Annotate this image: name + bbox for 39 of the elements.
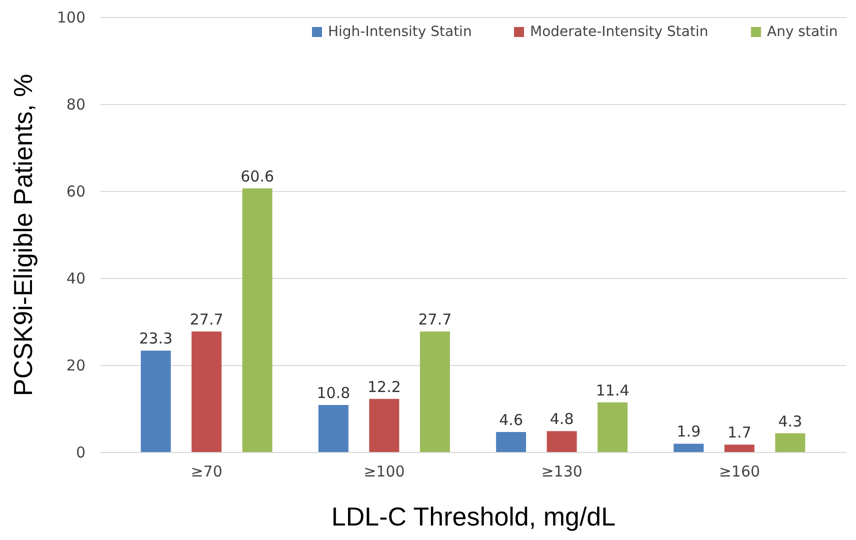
data-label: 4.8 bbox=[550, 410, 574, 428]
bar bbox=[724, 444, 754, 452]
legend-label: Moderate-Intensity Statin bbox=[530, 24, 708, 40]
bar bbox=[496, 432, 526, 452]
y-tick-label: 40 bbox=[66, 270, 86, 288]
bar bbox=[318, 405, 348, 452]
data-label: 23.3 bbox=[139, 330, 173, 348]
data-label: 11.4 bbox=[596, 381, 630, 400]
x-axis-title: LDL-C Threshold, mg/dL bbox=[331, 502, 616, 532]
data-label: 10.8 bbox=[316, 384, 350, 402]
bar bbox=[242, 188, 272, 452]
bar bbox=[546, 431, 577, 452]
bar bbox=[775, 433, 806, 452]
x-tick-label: ≥130 bbox=[541, 462, 582, 480]
bar bbox=[674, 444, 704, 452]
x-tick-label: ≥70 bbox=[190, 462, 222, 480]
data-label: 1.9 bbox=[676, 422, 701, 441]
bar bbox=[369, 398, 400, 452]
y-tick-label: 100 bbox=[56, 8, 86, 26]
data-label: 27.7 bbox=[190, 310, 224, 329]
x-tick-label: ≥160 bbox=[718, 462, 760, 480]
data-label: 1.7 bbox=[728, 424, 752, 442]
x-tick-label: ≥100 bbox=[364, 462, 405, 480]
y-axis-title: PCSK9i-Eligible Patients, % bbox=[8, 74, 38, 396]
y-tick-label: 80 bbox=[66, 96, 86, 114]
data-label: 12.2 bbox=[367, 378, 401, 396]
bar bbox=[140, 350, 171, 452]
bar bbox=[192, 332, 222, 452]
y-tick-label: 60 bbox=[66, 182, 86, 200]
legend-label: Any statin bbox=[767, 24, 838, 40]
y-tick-label: 20 bbox=[66, 356, 86, 374]
data-label: 60.6 bbox=[240, 167, 274, 186]
bar bbox=[420, 332, 450, 452]
data-label: 27.7 bbox=[418, 310, 452, 329]
bar bbox=[598, 402, 628, 452]
data-label: 4.3 bbox=[778, 412, 802, 430]
data-label: 4.6 bbox=[499, 410, 523, 429]
legend-label: High-Intensity Statin bbox=[328, 24, 472, 40]
y-tick-label: 0 bbox=[76, 444, 86, 462]
